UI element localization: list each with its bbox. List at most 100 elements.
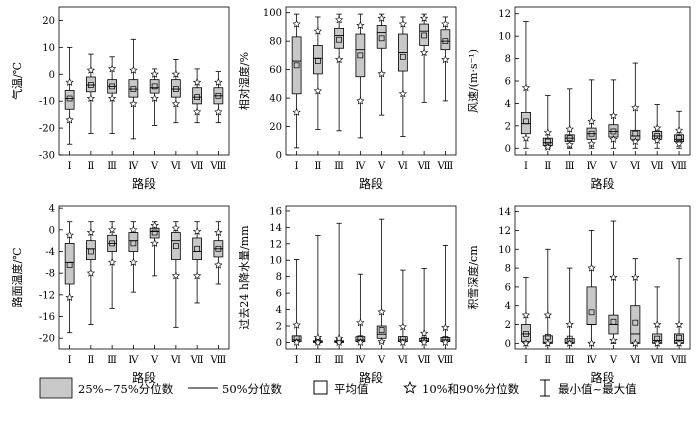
- y-tick-label: 0: [49, 70, 55, 81]
- p90-star: [107, 225, 117, 234]
- y-tick-label: 0: [276, 338, 282, 349]
- p90-star: [86, 65, 96, 74]
- mean-marker: [588, 309, 595, 316]
- p90-star: [398, 322, 408, 331]
- y-tick-label: 10: [42, 43, 55, 54]
- p10-star: [441, 338, 450, 346]
- mean-marker: [610, 128, 617, 135]
- y-axis-label: 积雪深度/cm: [466, 245, 480, 310]
- p10-star: [65, 115, 74, 124]
- box-Ⅵ: Ⅵ: [170, 221, 181, 366]
- p90-star: [65, 77, 74, 86]
- mean-marker: [610, 318, 617, 325]
- y-tick-label: 8: [505, 264, 511, 275]
- y-tick-label: 8: [505, 54, 511, 65]
- y-tick-label: 6: [505, 77, 511, 88]
- x-tick-label: Ⅰ: [524, 355, 528, 366]
- p10-star: [543, 338, 552, 347]
- mean-marker: [88, 82, 94, 88]
- x-axis-label: 路段: [132, 370, 156, 385]
- p90-star: [587, 263, 596, 272]
- p90-star: [674, 320, 684, 329]
- box-Ⅶ: Ⅶ: [190, 68, 204, 172]
- iqr-box: [192, 237, 202, 261]
- p90-star: [334, 333, 344, 342]
- p10-star: [107, 94, 117, 103]
- y-tick-label: 10: [498, 245, 511, 256]
- p90-star: [565, 124, 574, 133]
- y-tick-label: 10: [269, 256, 282, 267]
- p10-star: [521, 133, 531, 142]
- mean-marker: [66, 262, 73, 268]
- p10-star: [521, 338, 531, 347]
- p90-star: [653, 123, 662, 132]
- box-Ⅷ: Ⅷ: [436, 245, 453, 366]
- legend-range-marker: [540, 379, 550, 397]
- mean-marker: [632, 319, 639, 326]
- p10-star: [150, 94, 159, 103]
- x-tick-label: Ⅶ: [190, 161, 204, 172]
- box-Ⅷ: Ⅷ: [436, 16, 453, 172]
- p90-star: [419, 329, 429, 337]
- y-tick-label: 0: [505, 144, 511, 155]
- p90-star: [292, 19, 301, 28]
- x-tick-label: Ⅵ: [629, 161, 640, 172]
- x-tick-label: Ⅴ: [609, 355, 618, 366]
- p90-star: [313, 333, 323, 342]
- box-Ⅱ: Ⅱ: [313, 235, 323, 366]
- x-tick-label: Ⅴ: [150, 355, 159, 366]
- x-axis-label: 路段: [590, 370, 614, 385]
- box-Ⅷ: Ⅷ: [670, 258, 687, 366]
- x-tick-label: Ⅳ: [587, 161, 598, 172]
- x-tick-label: Ⅲ: [565, 355, 575, 366]
- box-Ⅳ: Ⅳ: [355, 273, 366, 366]
- iqr-box: [64, 90, 75, 110]
- p10-star: [313, 86, 323, 95]
- x-tick-label: Ⅲ: [334, 161, 344, 172]
- x-tick-label: Ⅵ: [170, 355, 181, 366]
- legend-mean-marker: [313, 380, 328, 395]
- box-Ⅲ: Ⅲ: [564, 267, 575, 366]
- x-tick-label: Ⅱ: [544, 355, 551, 366]
- box-Ⅵ: Ⅵ: [397, 16, 408, 172]
- mean-marker: [151, 83, 158, 90]
- y-tick-label: -20: [39, 124, 55, 135]
- panel-2: 0 20 40 60 80 100 相对湿度/% 路段 Ⅰ Ⅱ Ⅲ Ⅳ Ⅴ Ⅵ Ⅶ Ⅷ: [237, 6, 457, 191]
- x-tick-label: Ⅰ: [68, 161, 72, 172]
- iqr-box: [586, 286, 597, 325]
- plot-frame: [285, 6, 457, 156]
- legend: 25%~75%分位数 50%分位数 平均值 10%和90%分位数 最小值~最大值: [39, 377, 637, 399]
- box-Ⅶ: Ⅶ: [190, 221, 204, 366]
- box-Ⅰ: Ⅰ: [64, 221, 75, 366]
- y-axis-label: 过去24 h降水量/mm: [237, 225, 251, 330]
- x-tick-label: Ⅱ: [87, 161, 94, 172]
- iqr-box: [630, 305, 641, 344]
- x-tick-label: Ⅲ: [107, 355, 117, 366]
- p10-star: [565, 140, 574, 149]
- box-Ⅵ: Ⅵ: [629, 62, 640, 172]
- y-tick-label: 6: [276, 289, 282, 300]
- x-tick-label: Ⅳ: [355, 161, 366, 172]
- y-tick-label: 4: [49, 204, 55, 215]
- p90-star: [334, 15, 344, 24]
- p90-star: [192, 227, 202, 236]
- y-tick-label: 40: [269, 94, 282, 105]
- y-tick-label: 10: [498, 32, 511, 43]
- x-tick-label: Ⅶ: [417, 161, 431, 172]
- x-tick-label: Ⅶ: [417, 355, 431, 366]
- panel-3: 0 2 4 6 8 10 12 风速/(m·s⁻¹) 路段 Ⅰ Ⅱ Ⅲ Ⅳ Ⅴ Ⅵ Ⅶ Ⅷ: [467, 6, 691, 191]
- p90-star: [150, 69, 159, 78]
- y-tick-label: 2: [505, 320, 511, 331]
- box-Ⅰ: Ⅰ: [520, 277, 531, 366]
- box-Ⅷ: Ⅷ: [209, 71, 226, 172]
- box-Ⅱ: Ⅱ: [313, 16, 323, 172]
- y-tick-label: 4: [276, 305, 282, 316]
- p90-star: [674, 125, 684, 134]
- mean-marker: [109, 240, 115, 247]
- p90-star: [587, 116, 596, 125]
- mean-marker: [523, 118, 529, 125]
- p10-star: [171, 99, 181, 108]
- p90-star: [192, 77, 202, 86]
- y-tick-label: -8: [45, 269, 55, 280]
- p10-star: [587, 338, 596, 347]
